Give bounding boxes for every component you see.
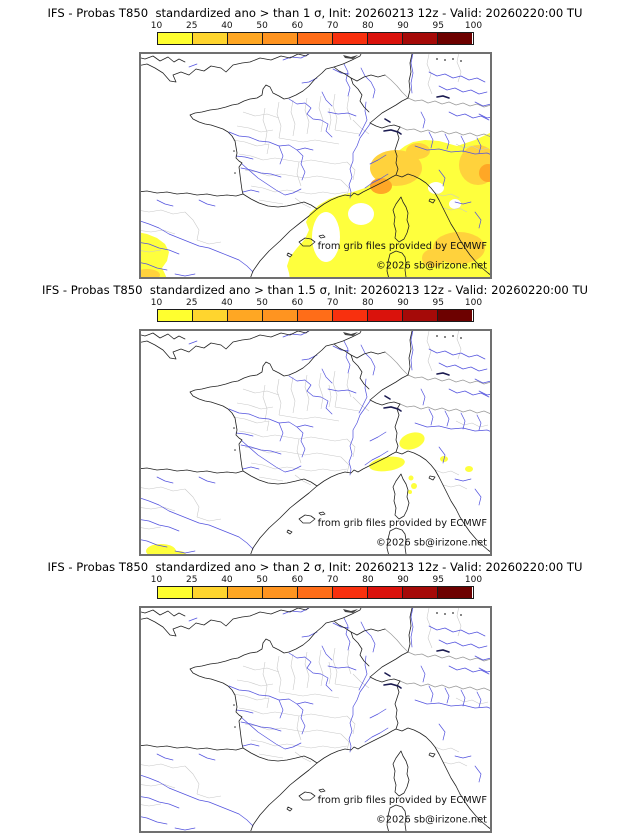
colorbar-segment [402, 33, 438, 44]
colorbar-tick-label: 100 [464, 298, 483, 308]
map-canvas [138, 52, 492, 279]
colorbar-tick-label: 100 [464, 21, 483, 31]
colorbar-segment [296, 310, 333, 321]
probability-fill-areas [138, 132, 492, 279]
colorbar-segment [402, 310, 438, 321]
colorbar-tick-label: 40 [221, 575, 233, 585]
colorbar-segment [437, 587, 473, 598]
colorbar-segment [261, 310, 297, 321]
colorbar-tick-label: 25 [185, 575, 198, 585]
colorbar-tick-label: 90 [397, 575, 409, 585]
colorbar-tick-label: 80 [362, 21, 374, 31]
colorbar-tick-label: 40 [221, 298, 233, 308]
colorbar-tick-label: 95 [432, 575, 444, 585]
panel-title: IFS - Probas T850 standardized ano > tha… [47, 560, 583, 574]
colorbar-bar [156, 309, 474, 322]
colorbar-segment [157, 587, 192, 598]
colorbar-segment [157, 310, 192, 321]
colorbar-segment [226, 587, 262, 598]
colorbar-segment [332, 33, 368, 44]
panel-title: IFS - Probas T850 standardized ano > tha… [41, 283, 589, 297]
colorbar-segment [296, 33, 333, 44]
colorbar-tick-label: 50 [256, 298, 268, 308]
colorbar-segment [332, 587, 368, 598]
colorbar-segment [437, 310, 473, 321]
colorbar-tick-label: 60 [291, 298, 304, 308]
forecast-panel-sigma-1: IFS - Probas T850 standardized ano > tha… [0, 6, 630, 279]
forecast-panel-sigma-1-5: IFS - Probas T850 standardized ano > tha… [0, 283, 630, 556]
colorbar-tick-label: 95 [432, 21, 444, 31]
colorbar-segment [367, 587, 403, 598]
colorbar-segment [332, 310, 368, 321]
colorbar-segment [191, 587, 227, 598]
colorbar-segment [367, 33, 403, 44]
colorbar-segment [402, 587, 438, 598]
colorbar: 10 25 40 50 60 70 80 90 95 100 [151, 21, 482, 45]
colorbar-labels: 10 25 40 50 60 70 80 90 95 100 [151, 298, 482, 308]
colorbar-tick-label: 50 [256, 575, 268, 585]
colorbar-labels: 10 25 40 50 60 70 80 90 95 100 [151, 21, 482, 31]
colorbar-tick-label: 80 [362, 298, 374, 308]
colorbar-tick-label: 70 [326, 21, 339, 31]
colorbar-tick-label: 100 [464, 575, 483, 585]
colorbar-tick-label: 95 [432, 298, 444, 308]
colorbar-bar [156, 586, 474, 599]
colorbar: 10 25 40 50 60 70 80 90 95 100 [151, 298, 482, 322]
forecast-panel-sigma-2: IFS - Probas T850 standardized ano > tha… [0, 560, 630, 833]
colorbar-segment [191, 33, 227, 44]
colorbar: 10 25 40 50 60 70 80 90 95 100 [151, 575, 482, 599]
map-canvas [138, 329, 492, 556]
colorbar-tick-label: 10 [150, 21, 163, 31]
colorbar-tick-label: 60 [291, 575, 304, 585]
colorbar-segment [296, 587, 333, 598]
colorbar-tick-label: 60 [291, 21, 304, 31]
colorbar-segment [191, 310, 227, 321]
colorbar-tick-label: 40 [221, 21, 233, 31]
colorbar-segment [261, 33, 297, 44]
colorbar-tick-label: 90 [397, 298, 409, 308]
colorbar-segment [437, 33, 473, 44]
colorbar-segment [157, 33, 192, 44]
colorbar-labels: 10 25 40 50 60 70 80 90 95 100 [151, 575, 482, 585]
panel-title: IFS - Probas T850 standardized ano > tha… [47, 6, 583, 20]
colorbar-tick-label: 25 [185, 298, 198, 308]
colorbar-tick-label: 10 [150, 298, 163, 308]
colorbar-bar [156, 32, 474, 45]
page-root: { "panels": [ {"title": "IFS - Probas T8… [0, 6, 630, 834]
colorbar-segment [261, 587, 297, 598]
colorbar-tick-label: 10 [150, 575, 163, 585]
colorbar-tick-label: 70 [326, 575, 339, 585]
map-canvas [138, 606, 492, 833]
colorbar-tick-label: 80 [362, 575, 374, 585]
colorbar-tick-label: 25 [185, 21, 198, 31]
colorbar-segment [226, 310, 262, 321]
colorbar-tick-label: 70 [326, 298, 339, 308]
colorbar-tick-label: 90 [397, 21, 409, 31]
colorbar-tick-label: 50 [256, 21, 268, 31]
colorbar-segment [226, 33, 262, 44]
colorbar-segment [367, 310, 403, 321]
